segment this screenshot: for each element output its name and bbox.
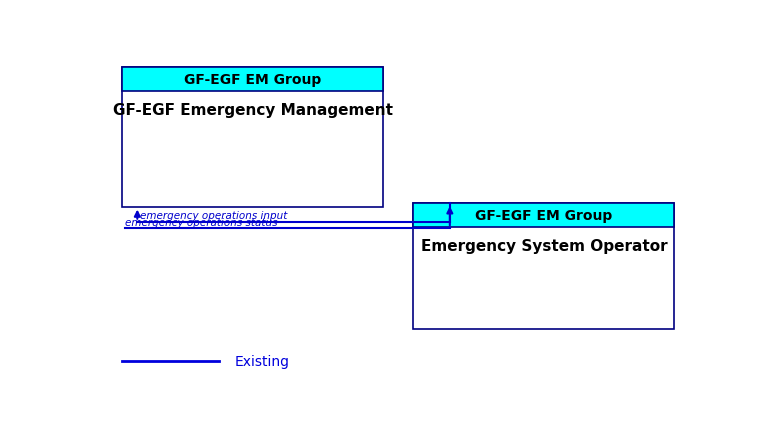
Text: Existing: Existing	[234, 354, 290, 368]
Text: emergency operations input: emergency operations input	[140, 210, 287, 221]
Text: GF-EGF Emergency Management: GF-EGF Emergency Management	[113, 103, 392, 118]
Text: Emergency System Operator: Emergency System Operator	[420, 239, 667, 254]
Text: GF-EGF EM Group: GF-EGF EM Group	[475, 209, 612, 222]
Text: emergency operations status: emergency operations status	[125, 217, 278, 227]
Text: GF-EGF EM Group: GF-EGF EM Group	[184, 73, 321, 87]
Bar	[413, 204, 674, 227]
Bar	[413, 204, 674, 330]
Bar	[122, 68, 383, 207]
Bar	[122, 68, 383, 91]
